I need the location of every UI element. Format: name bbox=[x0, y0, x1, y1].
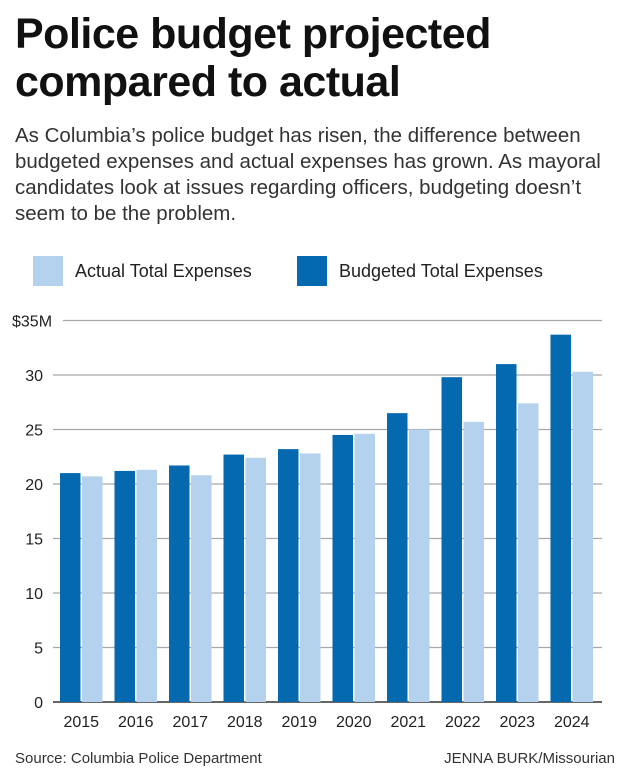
chart-title: Police budget projected compared to actu… bbox=[15, 10, 491, 106]
y-tick-label: 20 bbox=[25, 477, 43, 494]
legend-swatch-budgeted bbox=[297, 256, 327, 286]
x-tick-label: 2022 bbox=[445, 714, 481, 731]
legend-swatch-actual bbox=[33, 256, 63, 286]
bar-actual-2015 bbox=[82, 476, 103, 702]
bar-actual-2023 bbox=[518, 403, 539, 702]
bar-actual-2021 bbox=[409, 429, 430, 702]
bar-budgeted-2023 bbox=[496, 364, 517, 702]
bar-actual-2022 bbox=[463, 421, 484, 702]
y-tick-label: 25 bbox=[25, 423, 43, 440]
credit: JENNA BURK/Missourian bbox=[444, 750, 615, 767]
x-tick-label: 2015 bbox=[63, 714, 99, 731]
legend-item-actual: Actual Total Expenses bbox=[33, 256, 252, 286]
bar-budgeted-2017 bbox=[169, 465, 190, 702]
bar-actual-2018 bbox=[245, 457, 266, 702]
chart-subtitle: As Columbia’s police budget has risen, t… bbox=[15, 124, 601, 225]
bar-actual-2016 bbox=[136, 469, 157, 702]
x-tick-label: 2019 bbox=[281, 714, 317, 731]
bar-budgeted-2022 bbox=[441, 377, 462, 702]
bar-budgeted-2015 bbox=[60, 473, 81, 702]
y-tick-label: 0 bbox=[34, 695, 43, 712]
credit-org: /Missourian bbox=[538, 750, 615, 767]
credit-name: JENNA BURK bbox=[444, 750, 539, 767]
bar-budgeted-2021 bbox=[387, 413, 408, 702]
legend-label-actual: Actual Total Expenses bbox=[75, 260, 252, 281]
source-label: Source: bbox=[15, 750, 67, 767]
bar-actual-2024 bbox=[572, 371, 593, 702]
legend-item-budgeted: Budgeted Total Expenses bbox=[297, 256, 543, 286]
source-text: Columbia Police Department bbox=[70, 750, 262, 767]
x-tick-label: 2024 bbox=[554, 714, 590, 731]
bar-budgeted-2020 bbox=[332, 434, 353, 702]
bar-actual-2019 bbox=[300, 453, 321, 702]
y-tick-label: $35M bbox=[12, 314, 52, 331]
x-tick-label: 2021 bbox=[390, 714, 426, 731]
y-tick-label: 30 bbox=[25, 368, 43, 385]
x-tick-label: 2020 bbox=[336, 714, 372, 731]
legend-label-budgeted: Budgeted Total Expenses bbox=[339, 260, 543, 281]
bar-budgeted-2024 bbox=[550, 334, 571, 702]
x-tick-label: 2023 bbox=[499, 714, 535, 731]
bar-actual-2017 bbox=[191, 475, 212, 702]
bar-budgeted-2018 bbox=[223, 454, 244, 702]
y-tick-label: 15 bbox=[25, 532, 43, 549]
bar-budgeted-2019 bbox=[278, 449, 299, 702]
y-tick-label: 10 bbox=[25, 586, 43, 603]
bar-actual-2020 bbox=[354, 433, 375, 702]
x-tick-label: 2018 bbox=[227, 714, 263, 731]
x-tick-label: 2017 bbox=[172, 714, 208, 731]
source-note: Source: Columbia Police Department bbox=[15, 750, 262, 767]
x-tick-label: 2016 bbox=[118, 714, 154, 731]
y-tick-label: 5 bbox=[34, 641, 43, 658]
bar-budgeted-2016 bbox=[114, 470, 135, 702]
